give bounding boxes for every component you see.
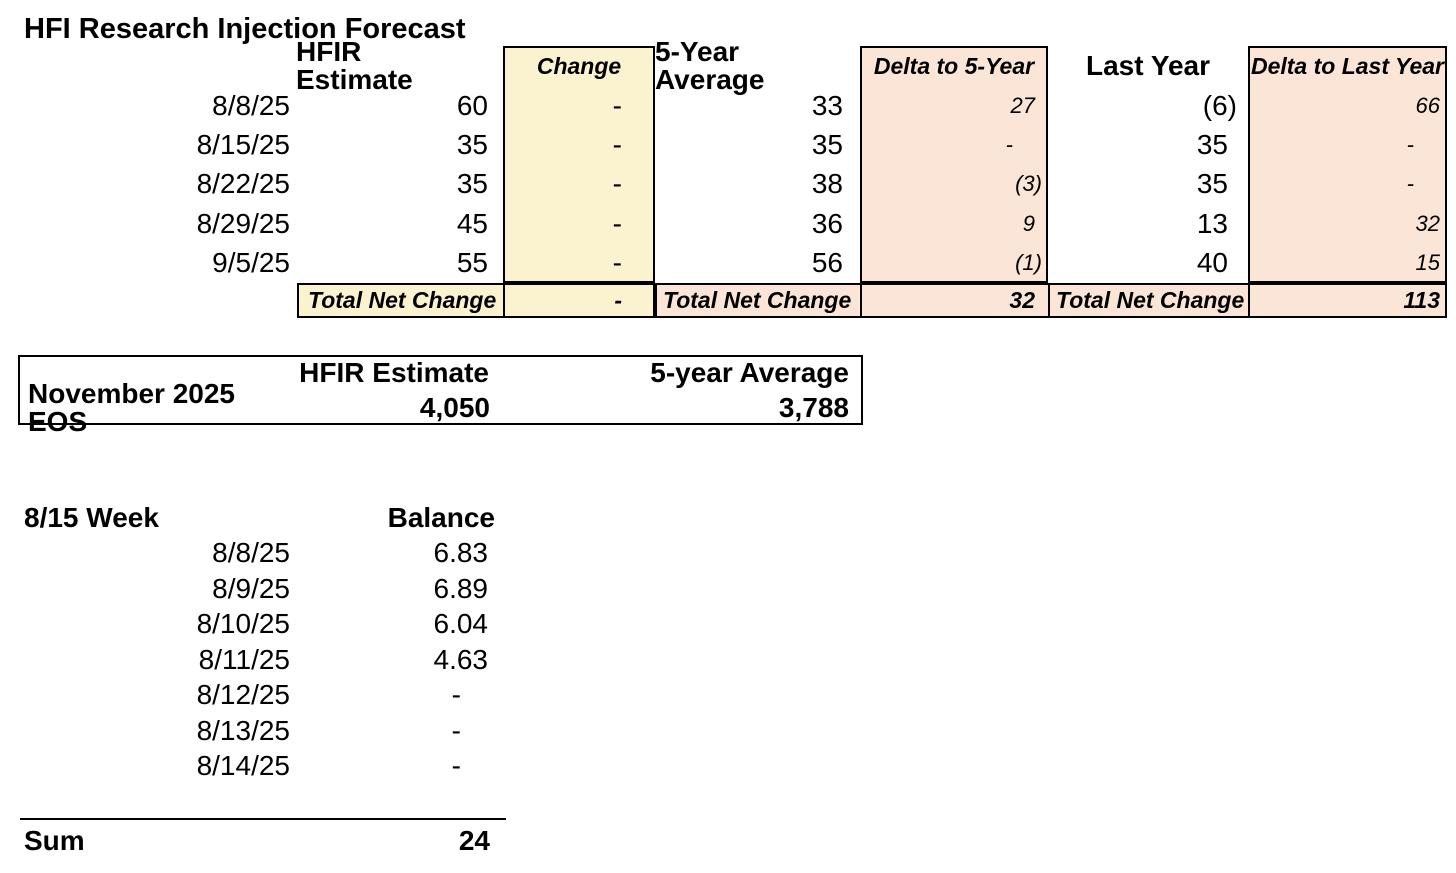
hfir-estimate-cell: 35 — [456, 168, 488, 200]
page-title: HFI Research Injection Forecast — [24, 13, 466, 45]
hfir-estimate-cell: 55 — [456, 247, 488, 279]
delta-last-year-column-highlight — [1248, 46, 1447, 283]
delta-5yr-cell: (3) — [1015, 171, 1042, 197]
hfir-estimate-cell: 35 — [456, 129, 488, 161]
total-row-divider — [860, 283, 862, 318]
total-row-divider — [503, 283, 505, 318]
sum-divider-line — [20, 818, 506, 820]
week-table-title: 8/15 Week — [24, 501, 159, 533]
date-cell: 8/15/25 — [196, 129, 290, 161]
change-header: Change — [536, 52, 622, 79]
sum-value: 24 — [458, 825, 490, 856]
five-year-average-cell: 36 — [811, 207, 843, 239]
change-column-highlight — [503, 46, 655, 283]
last-year-cell: 35 — [1196, 129, 1228, 161]
change-cell: - — [612, 89, 622, 121]
total-change-value: - — [614, 286, 622, 313]
week-balance-cell: - — [451, 750, 461, 782]
total-net-change-label: Total Net Change — [308, 286, 497, 313]
week-date-cell: 8/11/25 — [198, 643, 290, 675]
week-date-cell: 8/8/25 — [212, 537, 290, 569]
injection-forecast-table: HFIR Estimate Change 5-Year Average Delt… — [0, 36, 1447, 318]
change-cell: - — [612, 168, 622, 200]
change-cell: - — [612, 247, 622, 279]
delta-5yr-cell: - — [1005, 132, 1013, 158]
total-net-change-label: Total Net Change — [663, 286, 852, 313]
date-cell: 9/5/25 — [212, 247, 290, 279]
delta-5yr-cell: (1) — [1015, 250, 1042, 276]
last-year-cell: 13 — [1196, 207, 1228, 239]
date-cell: 8/8/25 — [212, 89, 290, 121]
date-cell: 8/29/25 — [196, 207, 290, 239]
week-balance-cell: - — [451, 714, 461, 746]
delta-last-year-cell: 15 — [1415, 250, 1440, 276]
total-delta-5yr-value: 32 — [1009, 286, 1035, 313]
balance-header: Balance — [387, 501, 495, 533]
last-year-cell: 35 — [1196, 168, 1228, 200]
week-balance-cell: 6.89 — [433, 572, 489, 604]
delta-last-year-cell: 66 — [1415, 92, 1440, 118]
delta-5yr-column-highlight — [860, 46, 1048, 283]
eos-table-border — [18, 355, 863, 425]
last-year-cell: (6) — [1202, 89, 1237, 121]
week-date-cell: 8/12/25 — [196, 679, 290, 711]
sum-row: Sum 24 — [0, 824, 497, 858]
week-balance-table: 8/15 Week Balance 8/8/25 6.83 8/9/25 6.8… — [0, 500, 497, 784]
hfir-estimate-cell: 45 — [456, 207, 488, 239]
week-date-cell: 8/13/25 — [196, 714, 290, 746]
total-row-divider — [1048, 283, 1050, 318]
week-date-cell: 8/10/25 — [196, 608, 290, 640]
week-balance-cell: 6.04 — [433, 608, 489, 640]
week-date-cell: 8/9/25 — [212, 572, 290, 604]
delta-last-year-cell: - — [1406, 132, 1414, 158]
change-cell: - — [612, 129, 622, 161]
eos-5yr-average-header: 5-year Average — [650, 357, 849, 388]
five-year-average-cell: 56 — [811, 247, 843, 279]
total-change-highlight — [297, 283, 655, 318]
eos-hfir-value: 4,050 — [419, 392, 490, 423]
sum-label: Sum — [24, 825, 85, 856]
five-year-average-cell: 33 — [811, 89, 843, 121]
delta-5yr-header: Delta to 5-Year — [873, 52, 1035, 79]
total-delta-highlight — [655, 283, 1447, 318]
delta-last-year-header: Delta to Last Year — [1250, 52, 1445, 79]
change-cell: - — [612, 207, 622, 239]
last-year-cell: 40 — [1196, 247, 1228, 279]
five-year-average-header: 5-Year Average — [655, 36, 765, 95]
last-year-header: Last Year — [1085, 50, 1211, 81]
five-year-average-cell: 35 — [811, 129, 843, 161]
eos-hfir-header: HFIR Estimate — [299, 357, 489, 388]
delta-5yr-cell: 27 — [1010, 92, 1035, 118]
week-date-cell: 8/14/25 — [196, 750, 290, 782]
eos-row-label: November 2025 EOS — [28, 378, 236, 437]
five-year-average-cell: 38 — [811, 168, 843, 200]
hfir-estimate-header: HFIR Estimate — [296, 36, 413, 95]
week-balance-cell: 4.63 — [433, 643, 489, 675]
date-cell: 8/22/25 — [196, 168, 290, 200]
eos-table: HFIR Estimate 5-year Average November 20… — [18, 355, 863, 437]
eos-5yr-average-value: 3,788 — [778, 392, 849, 423]
total-net-change-label: Total Net Change — [1056, 286, 1245, 313]
week-balance-cell: 6.83 — [433, 537, 489, 569]
delta-5yr-cell: 9 — [1022, 210, 1035, 236]
total-delta-last-year-value: 113 — [1403, 286, 1440, 313]
delta-last-year-cell: 32 — [1415, 210, 1440, 236]
total-row-divider — [1248, 283, 1250, 318]
week-balance-cell: - — [451, 679, 461, 711]
delta-last-year-cell: - — [1406, 171, 1414, 197]
hfir-estimate-cell: 60 — [456, 89, 488, 121]
